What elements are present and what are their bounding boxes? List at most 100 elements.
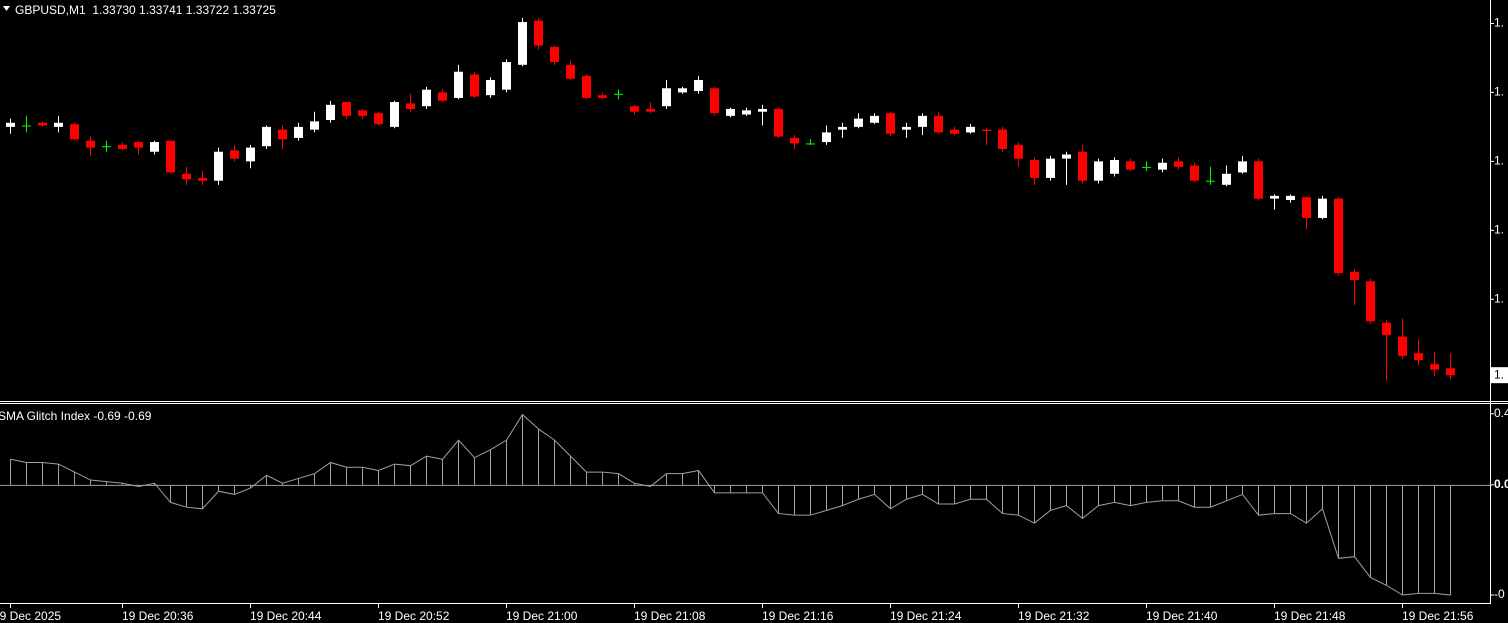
candle-body: [1334, 198, 1343, 274]
candle-body: [1446, 368, 1455, 376]
candle-body: [774, 108, 783, 137]
y-tick-label: -0: [1494, 587, 1505, 601]
candle-body: [1382, 322, 1391, 336]
candle-body: [470, 74, 479, 97]
candle-body: [182, 173, 191, 180]
candle-body: [854, 118, 863, 127]
candle-body: [1046, 158, 1055, 178]
candle-body: [38, 122, 47, 126]
price-marker: [1491, 367, 1508, 384]
y-tick-label: 1.: [1494, 16, 1504, 30]
candle-body: [1286, 195, 1295, 200]
x-tick-label: 19 Dec 21:32: [1018, 609, 1090, 623]
candle-body: [646, 108, 655, 112]
candle-body: [1238, 161, 1247, 173]
candle-body: [918, 115, 927, 127]
candle-body: [406, 103, 415, 109]
candle-body: [246, 147, 255, 162]
candle-body: [1206, 180, 1215, 182]
candle-body: [710, 88, 719, 114]
candle-body: [518, 22, 527, 65]
candle-body: [966, 126, 975, 133]
candle-body: [1190, 165, 1199, 181]
candle-body: [630, 106, 639, 112]
candle-body: [1030, 160, 1039, 178]
candle-body: [1174, 161, 1183, 167]
x-tick-label: 19 Dec 20:36: [122, 609, 194, 623]
candle-body: [678, 88, 687, 93]
indicator-line: [10, 413, 1451, 596]
candle-body: [166, 140, 175, 173]
candle-body: [1254, 161, 1263, 199]
candle-body: [22, 125, 31, 127]
candle-body: [550, 46, 559, 63]
y-tick-label: 1.: [1494, 154, 1504, 168]
candle-body: [358, 110, 367, 116]
y-tick-label: 1.: [1494, 223, 1504, 237]
candle-body: [390, 102, 399, 127]
candle-body: [934, 115, 943, 133]
candle-body: [134, 142, 143, 148]
x-tick-label: 19 Dec 20:52: [378, 609, 450, 623]
candle-body: [822, 132, 831, 143]
candle-body: [230, 150, 239, 159]
candle-body: [582, 75, 591, 98]
candle-body: [1142, 166, 1151, 168]
candle-body: [998, 129, 1007, 149]
x-tick-label: 19 Dec 21:00: [506, 609, 578, 623]
candle-body: [342, 102, 351, 116]
candle-body: [870, 115, 879, 123]
candle-body: [886, 113, 895, 134]
candle-body: [1062, 154, 1071, 159]
candle-body: [614, 93, 623, 95]
candle-body: [1158, 162, 1167, 170]
x-tick-label: 19 Dec 21:08: [634, 609, 706, 623]
candle-body: [214, 151, 223, 181]
y-tick-label: 1.: [1494, 291, 1504, 305]
candle-body: [1014, 144, 1023, 159]
candle-body: [422, 89, 431, 107]
candle-body: [534, 20, 543, 46]
candle-body: [118, 144, 127, 149]
candle-body: [70, 124, 79, 140]
chart-title: GBPUSD,M1 1.33730 1.33741 1.33722 1.3372…: [15, 3, 276, 17]
candle-body: [1302, 197, 1311, 218]
candle-body: [566, 64, 575, 79]
candle-body: [1126, 161, 1135, 170]
candle-body: [1350, 271, 1359, 280]
candle-body: [742, 110, 751, 115]
candle-body: [694, 80, 703, 92]
candle-body: [790, 137, 799, 144]
candle-body: [1398, 336, 1407, 356]
candle-body: [838, 126, 847, 130]
candle-body: [1094, 161, 1103, 181]
candle-body: [438, 92, 447, 101]
x-tick-label: 19 Dec 2025: [0, 609, 61, 623]
x-tick-label: 19 Dec 21:24: [890, 609, 962, 623]
y-tick-label: 0.4: [1494, 406, 1508, 420]
candle-body: [758, 108, 767, 112]
candle-body: [278, 129, 287, 140]
candle-body: [902, 126, 911, 130]
candle-body: [726, 108, 735, 116]
candle-body: [198, 177, 207, 181]
candle-body: [54, 122, 63, 127]
candle-body: [1430, 364, 1439, 370]
x-tick-label: 19 Dec 21:16: [762, 609, 834, 623]
indicator-title: SMA Glitch Index -0.69 -0.69: [0, 409, 152, 423]
candle-body: [982, 129, 991, 132]
x-tick-label: 19 Dec 21:56: [1402, 609, 1474, 623]
candle-body: [294, 126, 303, 138]
candle-body: [806, 143, 815, 145]
candle-body: [486, 80, 495, 96]
candle-body: [454, 71, 463, 98]
price-marker-label: 1.: [1494, 367, 1504, 381]
candle-body: [502, 62, 511, 90]
candle-body: [102, 146, 111, 148]
candle-body: [1222, 173, 1231, 185]
candle-body: [1366, 281, 1375, 322]
candle-body: [1318, 198, 1327, 218]
dropdown-icon[interactable]: [3, 6, 10, 11]
candle-body: [1110, 160, 1119, 174]
